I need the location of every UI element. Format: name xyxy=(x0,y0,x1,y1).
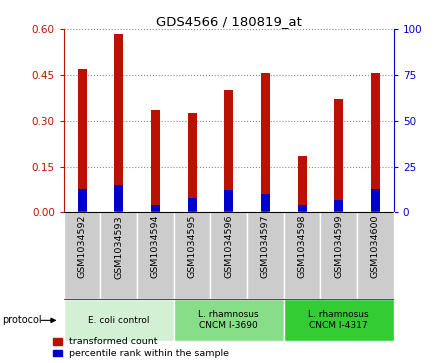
Bar xyxy=(224,190,233,212)
Text: GSM1034600: GSM1034600 xyxy=(371,215,380,278)
Bar xyxy=(284,212,320,299)
Text: GSM1034595: GSM1034595 xyxy=(187,215,197,278)
Text: L. rhamnosus
CNCM I-4317: L. rhamnosus CNCM I-4317 xyxy=(308,310,369,330)
Text: protocol: protocol xyxy=(2,315,42,325)
Bar xyxy=(77,69,87,212)
Bar xyxy=(224,90,233,212)
Bar xyxy=(151,110,160,212)
Bar xyxy=(100,212,137,299)
Bar xyxy=(114,185,123,212)
Legend: transformed count, percentile rank within the sample: transformed count, percentile rank withi… xyxy=(53,338,229,358)
Bar xyxy=(297,156,307,212)
Text: GSM1034598: GSM1034598 xyxy=(297,215,307,278)
Bar xyxy=(371,188,380,212)
Bar xyxy=(261,194,270,212)
Bar xyxy=(174,212,210,299)
Bar xyxy=(371,73,380,212)
Bar xyxy=(284,299,394,341)
Text: GSM1034593: GSM1034593 xyxy=(114,215,123,278)
Text: GSM1034596: GSM1034596 xyxy=(224,215,233,278)
Bar xyxy=(114,34,123,212)
Bar xyxy=(151,205,160,212)
Bar xyxy=(210,212,247,299)
Bar xyxy=(64,299,174,341)
Text: E. coli control: E. coli control xyxy=(88,316,150,325)
Text: GSM1034592: GSM1034592 xyxy=(77,215,87,278)
Bar xyxy=(77,188,87,212)
Bar xyxy=(187,198,197,212)
Title: GDS4566 / 180819_at: GDS4566 / 180819_at xyxy=(156,15,302,28)
Bar xyxy=(334,99,343,212)
Bar xyxy=(357,212,394,299)
Text: GSM1034599: GSM1034599 xyxy=(334,215,343,278)
Bar xyxy=(174,299,284,341)
Text: GSM1034594: GSM1034594 xyxy=(151,215,160,278)
Bar xyxy=(247,212,284,299)
Bar xyxy=(334,200,343,212)
Bar xyxy=(64,212,100,299)
Bar xyxy=(137,212,174,299)
Text: L. rhamnosus
CNCM I-3690: L. rhamnosus CNCM I-3690 xyxy=(198,310,259,330)
Bar xyxy=(261,73,270,212)
Text: GSM1034597: GSM1034597 xyxy=(261,215,270,278)
Bar xyxy=(320,212,357,299)
Bar xyxy=(187,113,197,212)
Bar xyxy=(297,205,307,212)
